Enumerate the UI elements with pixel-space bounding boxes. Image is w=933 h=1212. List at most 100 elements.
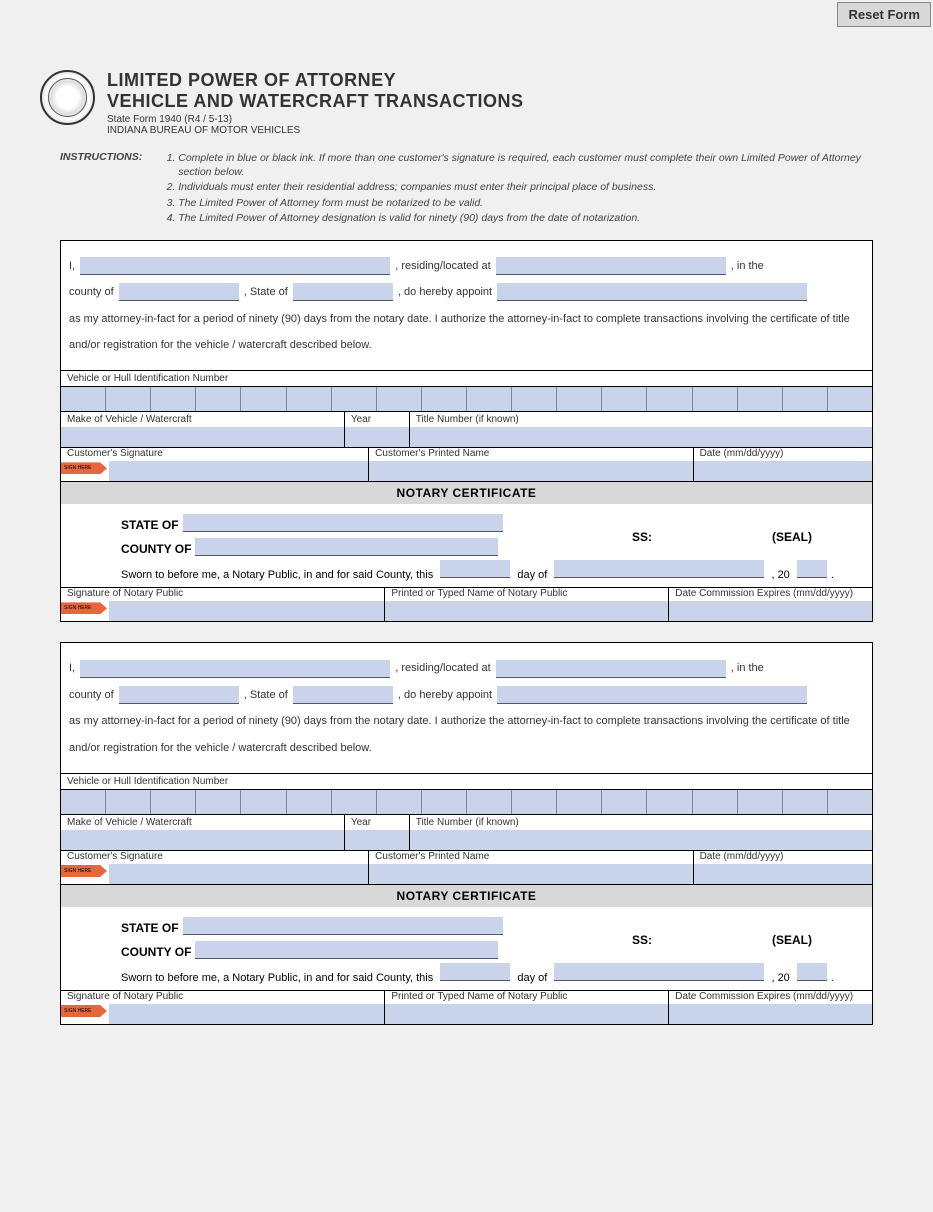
year-field[interactable]	[345, 830, 409, 850]
vin-cell[interactable]	[377, 790, 422, 814]
notary-name-field[interactable]	[385, 601, 668, 621]
date-label: Date (mm/dd/yyyy)	[694, 448, 872, 461]
vin-cell[interactable]	[106, 387, 151, 411]
state-field[interactable]	[293, 283, 393, 301]
vin-cell[interactable]	[512, 790, 557, 814]
sworn-month-field[interactable]	[554, 560, 764, 578]
vin-cell[interactable]	[647, 387, 692, 411]
cust-name-label: Customer's Printed Name	[369, 448, 692, 461]
notary-sig-label: Signature of Notary Public	[61, 588, 384, 601]
date-field[interactable]	[694, 461, 872, 481]
text: , do hereby appoint	[398, 689, 492, 701]
vin-cell[interactable]	[783, 790, 828, 814]
cust-sig-field[interactable]	[109, 864, 368, 884]
address-field[interactable]	[496, 660, 726, 678]
vin-cell[interactable]	[241, 790, 286, 814]
cust-sig-field[interactable]	[109, 461, 368, 481]
vin-cell[interactable]	[422, 387, 467, 411]
notary-name-field[interactable]	[385, 1004, 668, 1024]
text: , do hereby appoint	[398, 286, 492, 298]
attorney-name-field[interactable]	[497, 686, 807, 704]
vin-cell[interactable]	[61, 790, 106, 814]
vin-cell[interactable]	[828, 387, 872, 411]
vin-cell[interactable]	[287, 790, 332, 814]
make-label: Make of Vehicle / Watercraft	[61, 414, 344, 427]
vin-cell[interactable]	[467, 790, 512, 814]
vin-cell[interactable]	[783, 387, 828, 411]
notary-county-field[interactable]	[195, 538, 498, 556]
poa-section-2: I, , residing/located at , in the county…	[60, 642, 873, 1025]
sworn-year-field[interactable]	[797, 560, 827, 578]
reset-form-button[interactable]: Reset Form	[837, 2, 931, 27]
notary-header: NOTARY CERTIFICATE	[61, 481, 872, 504]
form-title-2: VEHICLE AND WATERCRAFT TRANSACTIONS	[107, 91, 524, 112]
vin-cell[interactable]	[647, 790, 692, 814]
notary-county-field[interactable]	[195, 941, 498, 959]
vin-cell[interactable]	[738, 387, 783, 411]
county-field[interactable]	[119, 283, 239, 301]
sworn-day-field[interactable]	[440, 963, 510, 981]
vin-cell[interactable]	[196, 790, 241, 814]
vin-cell[interactable]	[512, 387, 557, 411]
vin-cell[interactable]	[151, 790, 196, 814]
state-field[interactable]	[293, 686, 393, 704]
instructions: INSTRUCTIONS: Complete in blue or black …	[60, 151, 873, 226]
notary-state-label: STATE OF	[121, 921, 179, 935]
vin-cell[interactable]	[738, 790, 783, 814]
address-field[interactable]	[496, 257, 726, 275]
titleno-field[interactable]	[410, 427, 872, 447]
form-page: LIMITED POWER OF ATTORNEY VEHICLE AND WA…	[0, 0, 933, 1085]
grantor-name-field[interactable]	[80, 257, 390, 275]
text: as my attorney-in-fact for a period of n…	[69, 715, 850, 753]
vin-cell[interactable]	[422, 790, 467, 814]
vin-cell[interactable]	[602, 790, 647, 814]
vin-cell[interactable]	[557, 387, 602, 411]
date-field[interactable]	[694, 864, 872, 884]
vin-cell[interactable]	[693, 387, 738, 411]
vin-cell[interactable]	[557, 790, 602, 814]
grantor-name-field[interactable]	[80, 660, 390, 678]
notary-state-label: STATE OF	[121, 518, 179, 532]
titleno-field[interactable]	[410, 830, 872, 850]
sign-here-tag: SIGN HERE	[61, 865, 107, 877]
vin-cell[interactable]	[241, 387, 286, 411]
make-field[interactable]	[61, 427, 344, 447]
county-field[interactable]	[119, 686, 239, 704]
comm-exp-label: Date Commission Expires (mm/dd/yyyy)	[669, 991, 872, 1004]
vin-cell[interactable]	[693, 790, 738, 814]
vin-cell[interactable]	[151, 387, 196, 411]
comm-exp-field[interactable]	[669, 1004, 872, 1024]
sworn-line: Sworn to before me, a Notary Public, in …	[61, 959, 872, 990]
notary-sign-row: Signature of Notary PublicSIGN HERE Prin…	[61, 990, 872, 1024]
vin-cell[interactable]	[377, 387, 422, 411]
vin-cell[interactable]	[106, 790, 151, 814]
text: day of	[517, 569, 547, 581]
text: , in the	[731, 260, 764, 272]
text: , State of	[244, 689, 288, 701]
sworn-month-field[interactable]	[554, 963, 764, 981]
text: Sworn to before me, a Notary Public, in …	[121, 569, 433, 581]
make-field[interactable]	[61, 830, 344, 850]
notary-state-field[interactable]	[183, 917, 503, 935]
notary-state-field[interactable]	[183, 514, 503, 532]
vin-cell[interactable]	[467, 387, 512, 411]
cust-name-field[interactable]	[369, 864, 692, 884]
cust-name-field[interactable]	[369, 461, 692, 481]
vin-cell[interactable]	[602, 387, 647, 411]
notary-sig-field[interactable]	[109, 601, 384, 621]
vin-cell[interactable]	[332, 387, 377, 411]
vin-cell[interactable]	[287, 387, 332, 411]
sworn-day-field[interactable]	[440, 560, 510, 578]
vin-cell[interactable]	[196, 387, 241, 411]
notary-sign-row: Signature of Notary PublicSIGN HERE Prin…	[61, 587, 872, 621]
notary-sig-field[interactable]	[109, 1004, 384, 1024]
year-field[interactable]	[345, 427, 409, 447]
sworn-year-field[interactable]	[797, 963, 827, 981]
vin-cell[interactable]	[61, 387, 106, 411]
vin-cell[interactable]	[828, 790, 872, 814]
notary-county-label: COUNTY OF	[121, 945, 191, 959]
sign-here-tag: SIGN HERE	[61, 602, 107, 614]
comm-exp-field[interactable]	[669, 601, 872, 621]
attorney-name-field[interactable]	[497, 283, 807, 301]
vin-cell[interactable]	[332, 790, 377, 814]
